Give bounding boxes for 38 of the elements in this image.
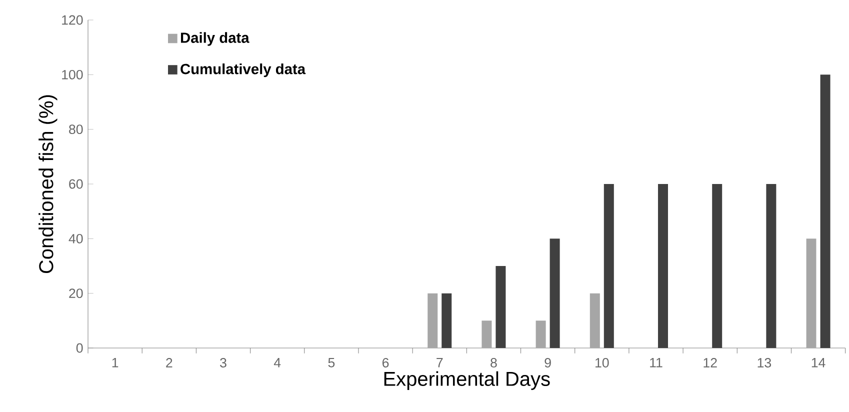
x-tick-label: 3 [220, 358, 226, 368]
x-tick-label: 9 [544, 358, 551, 368]
bar [442, 293, 452, 348]
x-tick-label: 14 [812, 358, 826, 368]
x-tick-label: 10 [596, 358, 609, 368]
bar [428, 293, 438, 348]
x-tick-label: 8 [490, 358, 497, 368]
bar [806, 238, 816, 348]
x-tick-label: 11 [650, 358, 662, 368]
bar [536, 320, 546, 348]
x-tick-label: 5 [328, 358, 335, 368]
y-axis-title: Conditioned fish (%) [38, 95, 58, 274]
bar [550, 238, 560, 348]
y-tick-label: 0 [76, 343, 83, 353]
bar [712, 184, 722, 348]
x-axis-title: Experimental Days [384, 371, 550, 390]
legend-label: Daily data [180, 32, 250, 46]
y-tick-label: 120 [62, 15, 83, 25]
y-tick-label: 100 [62, 70, 83, 80]
x-tick-label: 12 [704, 358, 717, 368]
legend-label: Cumulatively data [180, 63, 306, 78]
bar [604, 184, 614, 348]
y-tick-label: 40 [68, 234, 83, 244]
x-tick-label: 1 [112, 358, 118, 368]
bar [658, 184, 668, 348]
x-tick-label: 7 [436, 358, 443, 368]
y-tick-label: 20 [69, 288, 83, 298]
y-tick-label: 60 [69, 179, 83, 189]
x-tick-label: 4 [274, 358, 281, 368]
bar [496, 266, 506, 348]
bar [766, 184, 776, 348]
x-tick-label: 13 [758, 358, 772, 368]
x-tick-label: 2 [166, 358, 172, 368]
x-tick-label: 6 [382, 358, 389, 368]
bar [820, 74, 830, 348]
bar [482, 320, 492, 348]
y-tick-label: 80 [69, 124, 83, 134]
bar [590, 293, 600, 348]
